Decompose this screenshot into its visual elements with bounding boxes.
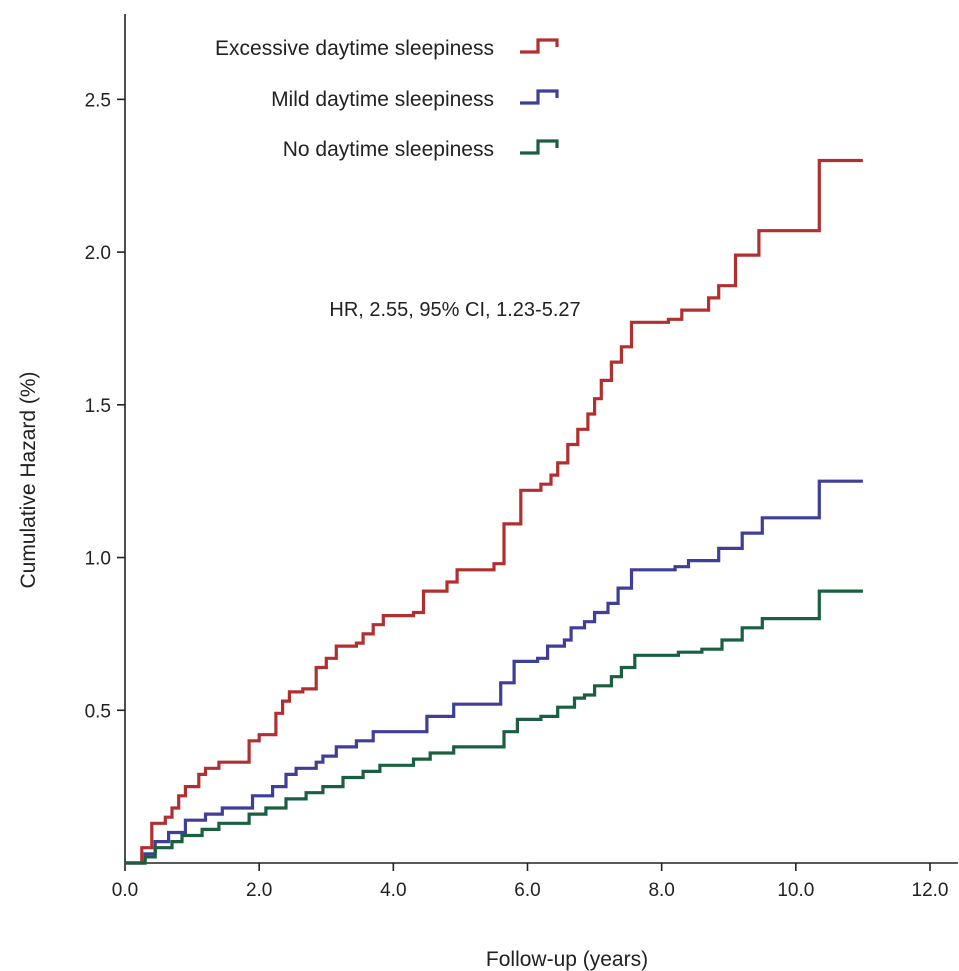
y-tick-label: 1.5 [85,396,111,417]
y-tick-label: 2.0 [85,243,111,264]
series-line-1 [125,479,863,865]
series-line-2 [125,589,863,865]
x-tick-label: 10.0 [777,880,814,901]
legend-label-1: Mild daytime sleepiness [271,88,494,111]
x-tick-label: 2.0 [246,880,272,901]
y-tick-label: 0.5 [85,701,111,722]
hazard-ratio-annotation: HR, 2.55, 95% CI, 1.23-5.27 [329,299,580,321]
legend-label-0: Excessive daytime sleepiness [215,37,494,60]
y-tick-label: 1.0 [85,549,111,570]
y-axis-title: Cumulative Hazard (%) [17,371,40,588]
legend: Excessive daytime sleepiness Mild daytime… [215,37,559,161]
y-tick-label: 2.5 [85,90,111,111]
axes: 0.0 2.0 4.0 6.0 8.0 10.0 12.0 0.5 1.0 1.5 2.0 2.5 [85,14,958,901]
x-tick-label: 8.0 [648,880,674,901]
legend-swatch-2 [520,139,559,155]
x-tick-label: 0.0 [112,880,138,901]
x-tick-label: 6.0 [514,880,540,901]
x-axis-title: Follow-up (years) [486,948,648,971]
series-line-0 [125,158,863,865]
series-layer [125,158,863,865]
x-tick-label: 4.0 [380,880,406,901]
legend-label-2: No daytime sleepiness [283,138,494,161]
x-tick-label: 12.0 [912,880,949,901]
legend-swatch-0 [520,38,559,54]
legend-swatch-1 [520,89,559,105]
